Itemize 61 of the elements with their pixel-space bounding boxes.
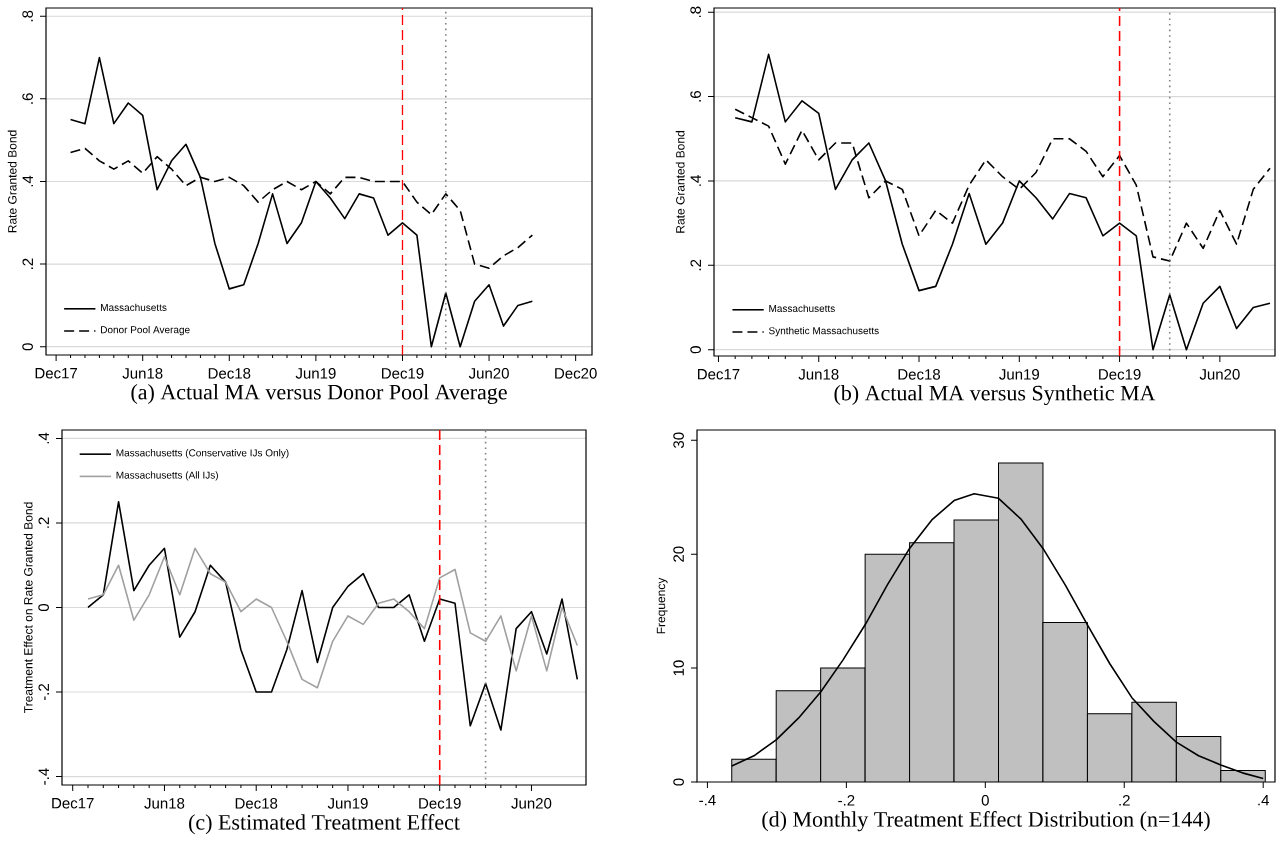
- x-tick-label: Dec19: [419, 798, 461, 809]
- y-tick-label: -.2: [38, 684, 49, 701]
- x-tick-label: Dec17: [35, 368, 78, 379]
- y-tick-label: .6: [690, 90, 701, 102]
- y-tick-label: .2: [38, 517, 49, 528]
- x-tick-label: -.4: [699, 795, 716, 806]
- y-tick-label: 0: [673, 778, 684, 786]
- legend-label: Massachusetts (All IJs): [116, 471, 218, 481]
- x-tick-label: Dec18: [235, 798, 278, 809]
- line-series: [87, 547, 579, 689]
- y-tick-label: 30: [673, 432, 684, 449]
- text: (d) Monthly Treatment Effect Distribution (n=144): [762, 811, 1210, 832]
- x-tick-label: -.2: [838, 795, 855, 806]
- x-tick-label: Dec17: [52, 798, 94, 809]
- x-tick-label: 0: [981, 795, 989, 806]
- legend-label: Donor Pool Average: [101, 325, 190, 336]
- y-tick-label: .8: [22, 10, 33, 22]
- x-tick-label: Dec18: [898, 369, 941, 380]
- line-series: [734, 53, 1271, 351]
- x-tick-label: Jun20: [1199, 369, 1240, 380]
- x-tick-label: Dec19: [382, 368, 424, 379]
- y-tick-label: .2: [22, 258, 33, 269]
- y-axis-title: Frequency: [656, 577, 668, 634]
- line-series: [69, 56, 534, 348]
- x-tick-label: .2: [1119, 795, 1130, 806]
- legend-label: Massachusetts: [769, 304, 835, 312]
- x-tick-label: .4: [1258, 795, 1270, 806]
- text: (b) Actual MA versus Synthetic MA: [834, 385, 1156, 406]
- y-tick-label: 0: [22, 343, 33, 351]
- x-tick-label: Dec17: [698, 369, 740, 380]
- x-tick-label: Jun20: [468, 368, 509, 379]
- y-tick-label: 0: [38, 603, 49, 612]
- y-tick-label: .8: [690, 6, 701, 18]
- y-tick-label: .4: [690, 175, 701, 186]
- text: (a) Actual MA versus Donor Pool Average: [131, 384, 507, 405]
- y-axis-title: Rate Granted Bond: [7, 130, 17, 233]
- line-series: [87, 501, 579, 731]
- y-tick-label: 0: [690, 346, 701, 354]
- x-tick-label: Dec18: [208, 368, 251, 379]
- x-tick-label: Jun18: [122, 368, 163, 379]
- x-tick-label: Jun18: [798, 369, 839, 380]
- x-tick-label: Dec20: [555, 368, 597, 379]
- x-tick-label: Jun20: [511, 798, 552, 809]
- x-tick-label: Jun19: [295, 368, 336, 379]
- x-tick-label: Jun18: [144, 798, 185, 809]
- legend-label: Massachusetts: [101, 303, 167, 312]
- y-tick-label: .2: [690, 259, 701, 271]
- x-tick-label: Jun19: [999, 369, 1039, 380]
- y-tick-label: 20: [673, 546, 684, 562]
- y-axis-title: Treatment Effect on Rate Granted Bond: [23, 502, 33, 713]
- text: (c) Estimated Treatment Effect: [189, 814, 460, 835]
- y-tick-label: .6: [22, 93, 33, 104]
- y-tick-label: .4: [22, 175, 33, 187]
- y-tick-label: .4: [38, 432, 49, 444]
- y-tick-label: -.4: [38, 768, 49, 785]
- x-tick-label: Dec19: [1099, 369, 1141, 380]
- legend-label: Synthetic Massachusetts: [768, 326, 879, 337]
- x-tick-label: Jun19: [327, 798, 368, 809]
- legend-label: Massachusetts (Conservative IJs Only): [116, 449, 289, 459]
- y-axis-title: Rate Granted Bond: [675, 131, 685, 233]
- y-tick-label: 10: [673, 660, 684, 676]
